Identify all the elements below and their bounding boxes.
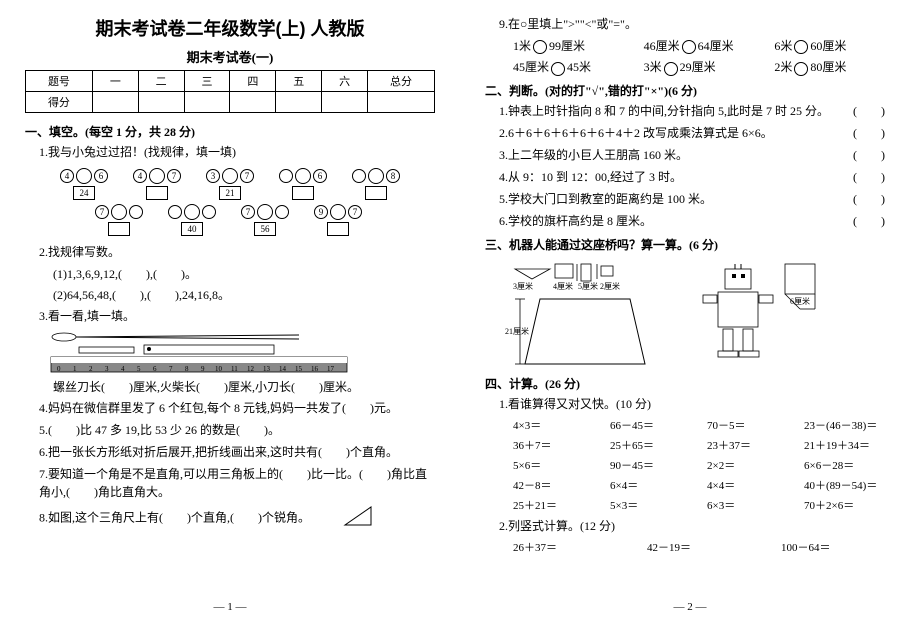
section1-title: 一、填空。(每空 1 分，共 28 分) [25,123,435,140]
calc-item: 6×3＝ [707,497,798,513]
section4-title: 四、计算。(26 分) [485,375,895,392]
calc-item: 42－8＝ [513,477,604,493]
svg-text:3厘米: 3厘米 [513,281,533,291]
page-right: 9.在○里填上">""<"或"="。 1米99厘米 46厘米64厘米 6米60厘… [460,10,920,618]
bridge-icon: 3厘米 4厘米 5厘米 2厘米 21厘米 [505,259,665,369]
calc-item: 25＋65＝ [610,437,701,453]
svg-text:2: 2 [89,365,93,373]
svg-text:4: 4 [121,365,125,373]
judge-item: 1.钟表上时针指向 8 和 7 的中间,分针指向 5,此时是 7 时 25 分。… [499,102,895,120]
triangle-icon [343,505,373,532]
calc-item: 6×4＝ [610,477,701,493]
compare-item: 46厘米64厘米 [644,37,765,54]
svg-text:0: 0 [57,365,61,373]
svg-text:6: 6 [153,365,157,373]
sub1: 1.看谁算得又对又快。(10 分) [499,395,895,413]
compare-grid: 1米99厘米 46厘米64厘米 6米60厘米 45厘米45米 3米29厘米 2米… [513,37,895,76]
bunny-row: 7 40 756 97 [95,204,435,236]
calc-item: 70－5＝ [707,417,798,433]
judge-item: 4.从 9：10 到 12：00,经过了 3 时。( ) [499,168,895,186]
q4: 4.妈妈在微信群里发了 6 个红包,每个 8 元钱,妈妈一共发了( )元。 [39,399,435,417]
svg-text:8: 8 [185,365,189,373]
compare-item: 3米29厘米 [644,58,765,75]
ruler-diagram: 0123 4567 891011 12131415 1617 [49,329,349,374]
calc-item: 26＋37＝ [513,539,627,555]
q2-2: (2)64,56,48,( ),( ),24,16,8。 [53,286,435,304]
calc-item: 4×3＝ [513,417,604,433]
svg-text:16: 16 [311,365,319,373]
calc-item: 5×3＝ [610,497,701,513]
compare-item: 45厘米45米 [513,58,634,75]
svg-text:14: 14 [279,365,287,373]
svg-text:11: 11 [231,365,238,373]
calc-item: 5×6＝ [513,457,604,473]
calc-item: 42－19＝ [647,539,761,555]
svg-text:5: 5 [137,365,141,373]
compare-item: 1米99厘米 [513,37,634,54]
q1: 1.我与小兔过过招！(找规律，填一填) [39,143,435,161]
svg-text:12: 12 [247,365,255,373]
q5: 5.( )比 47 多 19,比 53 少 26 的数是( )。 [39,421,435,439]
calc-item: 70＋2×6＝ [804,497,895,513]
judge-item: 3.上二年级的小巨人王朋高 160 米。( ) [499,146,895,164]
ruler-icon: 0123 4567 891011 12131415 1617 [49,329,349,374]
bunny-diagram: 4624 47 3721 6 8 7 40 756 97 [45,165,435,243]
calc-item: 40＋(89－54)＝ [804,477,895,493]
svg-text:15: 15 [295,365,303,373]
svg-text:2厘米: 2厘米 [600,281,620,291]
calc-item: 25＋21＝ [513,497,604,513]
svg-text:17: 17 [327,365,335,373]
robot-icon: 6厘米 [695,259,825,369]
subtitle: 期末考试卷(一) [25,47,435,66]
calc-item: 100－64＝ [781,539,895,555]
calc-item: 4×4＝ [707,477,798,493]
q8: 8.如图,这个三角尺上有( )个直角,( )个锐角。 [39,505,435,532]
score-table: 题号 一 二 三 四 五 六 总分 得分 [25,70,435,113]
calc-item: 23＋37＝ [707,437,798,453]
q6: 6.把一张长方形纸对折后展开,把折线画出来,这时共有( )个直角。 [39,443,435,461]
table-row: 题号 一 二 三 四 五 六 总分 [26,71,435,92]
bunny-row: 4624 47 3721 6 8 [60,168,435,200]
svg-text:3: 3 [105,365,109,373]
q9: 9.在○里填上">""<"或"="。 [499,15,895,33]
svg-text:5厘米: 5厘米 [578,281,598,291]
svg-text:21厘米: 21厘米 [505,326,529,336]
page-left: 期末考试卷二年级数学(上) 人教版 期末考试卷(一) 题号 一 二 三 四 五 … [0,10,460,618]
judge-item: 5.学校大门口到教室的距离约是 100 米。( ) [499,190,895,208]
q7: 7.要知道一个角是不是直角,可以用三角板上的( )比一比。( )角比直角小,( … [39,465,435,501]
svg-text:9: 9 [201,365,205,373]
q2: 2.找规律写数。 [39,243,435,261]
q3-text: 螺丝刀长( )厘米,火柴长( )厘米,小刀长( )厘米。 [53,378,435,396]
judge-item: 6.学校的旗杆高约是 8 厘米。( ) [499,212,895,230]
section2-title: 二、判断。(对的打"√",错的打"×")(6 分) [485,82,895,99]
main-title: 期末考试卷二年级数学(上) 人教版 [25,15,435,41]
calc-grid: 4×3＝ 66－45＝ 70－5＝ 23－(46－38)＝ 36＋7＝ 25＋6… [513,417,895,513]
calc-item: 2×2＝ [707,457,798,473]
calc-item: 90－45＝ [610,457,701,473]
svg-text:4厘米: 4厘米 [553,281,573,291]
calc-item: 6×6－28＝ [804,457,895,473]
svg-text:13: 13 [263,365,271,373]
svg-text:10: 10 [215,365,223,373]
q3: 3.看一看,填一填。 [39,307,435,325]
calc-item: 36＋7＝ [513,437,604,453]
judge-item: 2.6＋6＋6＋6＋6＋6＋4＋2 改写成乘法算式是 6×6。( ) [499,124,895,142]
page-number: — 1 — [214,601,247,613]
vertical-calc: 26＋37＝ 42－19＝ 100－64＝ [513,539,895,555]
svg-text:1: 1 [73,365,77,373]
section3-title: 三、机器人能通过这座桥吗？算一算。(6 分) [485,236,895,253]
calc-item: 66－45＝ [610,417,701,433]
svg-text:6厘米: 6厘米 [790,296,810,306]
svg-text:7: 7 [169,365,173,373]
compare-item: 6米60厘米 [774,37,895,54]
page-number: — 2 — [674,601,707,613]
compare-item: 2米80厘米 [774,58,895,75]
table-row: 得分 [26,92,435,113]
q2-1: (1)1,3,6,9,12,( ),( )。 [53,265,435,283]
calc-item: 23－(46－38)＝ [804,417,895,433]
sub2: 2.列竖式计算。(12 分) [499,517,895,535]
q8-text: 8.如图,这个三角尺上有( )个直角,( )个锐角。 [39,510,310,524]
calc-item: 21＋19＋34＝ [804,437,895,453]
robot-diagram: 3厘米 4厘米 5厘米 2厘米 21厘米 6厘米 [505,259,895,369]
